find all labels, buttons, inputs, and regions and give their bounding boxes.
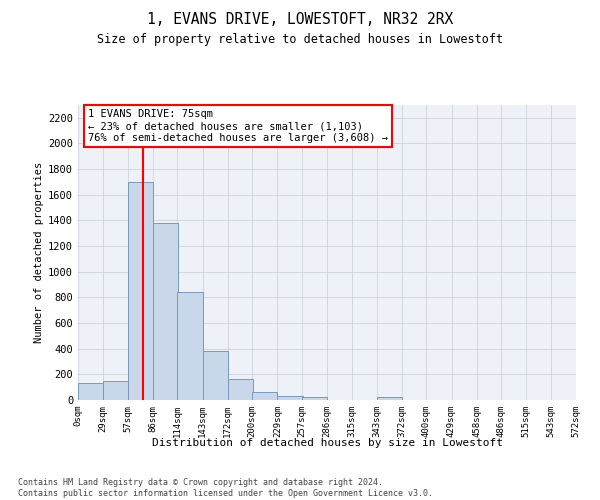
Text: Contains HM Land Registry data © Crown copyright and database right 2024.
Contai: Contains HM Land Registry data © Crown c…	[18, 478, 433, 498]
Bar	[228, 380, 253, 400]
Text: Distribution of detached houses by size in Lowestoft: Distribution of detached houses by size …	[151, 438, 503, 448]
Bar	[153, 223, 178, 400]
Bar	[252, 392, 277, 400]
Bar	[203, 352, 228, 400]
Text: Size of property relative to detached houses in Lowestoft: Size of property relative to detached ho…	[97, 32, 503, 46]
Bar	[277, 396, 302, 400]
Bar	[177, 292, 203, 400]
Bar	[377, 397, 402, 400]
Text: 1 EVANS DRIVE: 75sqm
← 23% of detached houses are smaller (1,103)
76% of semi-de: 1 EVANS DRIVE: 75sqm ← 23% of detached h…	[88, 110, 388, 142]
Y-axis label: Number of detached properties: Number of detached properties	[34, 162, 44, 343]
Bar	[302, 397, 327, 400]
Bar	[128, 182, 153, 400]
Text: 1, EVANS DRIVE, LOWESTOFT, NR32 2RX: 1, EVANS DRIVE, LOWESTOFT, NR32 2RX	[147, 12, 453, 28]
Bar	[78, 384, 103, 400]
Bar	[103, 381, 128, 400]
